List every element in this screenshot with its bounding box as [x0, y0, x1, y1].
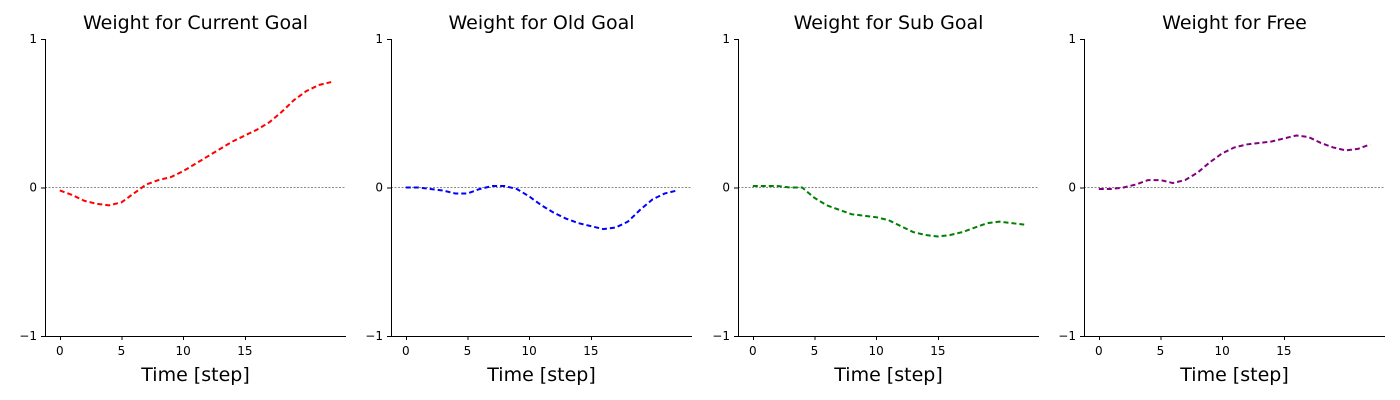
- x-tick-label: 5: [118, 344, 126, 358]
- y-tick-label: −1: [19, 329, 37, 343]
- x-axis-label: Time [step]: [140, 364, 249, 386]
- y-tick-label: −1: [712, 329, 730, 343]
- x-tick-label: 0: [749, 344, 757, 358]
- x-tick-label: 15: [930, 344, 945, 358]
- y-tick-label: 0: [375, 181, 383, 195]
- y-tick-label: 1: [722, 32, 730, 46]
- y-tick-label: 0: [722, 181, 730, 195]
- y-tick-label: 1: [375, 32, 383, 46]
- chart-title: Weight for Sub Goal: [794, 12, 984, 34]
- series-line: [752, 185, 1025, 238]
- x-tick-label: 0: [56, 344, 64, 358]
- x-tick-label: 0: [1095, 344, 1103, 358]
- x-tick-label: 15: [237, 344, 252, 358]
- x-tick-label: 5: [464, 344, 472, 358]
- x-tick-label: 5: [811, 344, 819, 358]
- y-tick-label: −1: [365, 329, 383, 343]
- y-tick-label: 1: [1068, 32, 1076, 46]
- series-line: [1098, 134, 1371, 190]
- x-tick-label: 10: [869, 344, 884, 358]
- series-line: [405, 185, 678, 231]
- chart-title: Weight for Free: [1162, 12, 1307, 34]
- y-tick-label: 1: [29, 32, 37, 46]
- x-tick-label: 10: [176, 344, 191, 358]
- series-line: [59, 81, 332, 207]
- x-tick-label: 5: [1157, 344, 1165, 358]
- x-tick-label: 15: [1276, 344, 1291, 358]
- x-axis-label: Time [step]: [833, 364, 942, 386]
- x-tick-label: 15: [583, 344, 598, 358]
- y-tick-label: −1: [1058, 329, 1076, 343]
- x-axis-label: Time [step]: [486, 364, 595, 386]
- chart-title: Weight for Old Goal: [448, 12, 634, 34]
- chart-title: Weight for Current Goal: [83, 12, 308, 34]
- x-tick-label: 10: [522, 344, 537, 358]
- x-tick-label: 0: [402, 344, 410, 358]
- y-tick-label: 0: [1068, 181, 1076, 195]
- x-axis-label: Time [step]: [1179, 364, 1288, 386]
- x-tick-label: 10: [1215, 344, 1230, 358]
- y-tick-label: 0: [29, 181, 37, 195]
